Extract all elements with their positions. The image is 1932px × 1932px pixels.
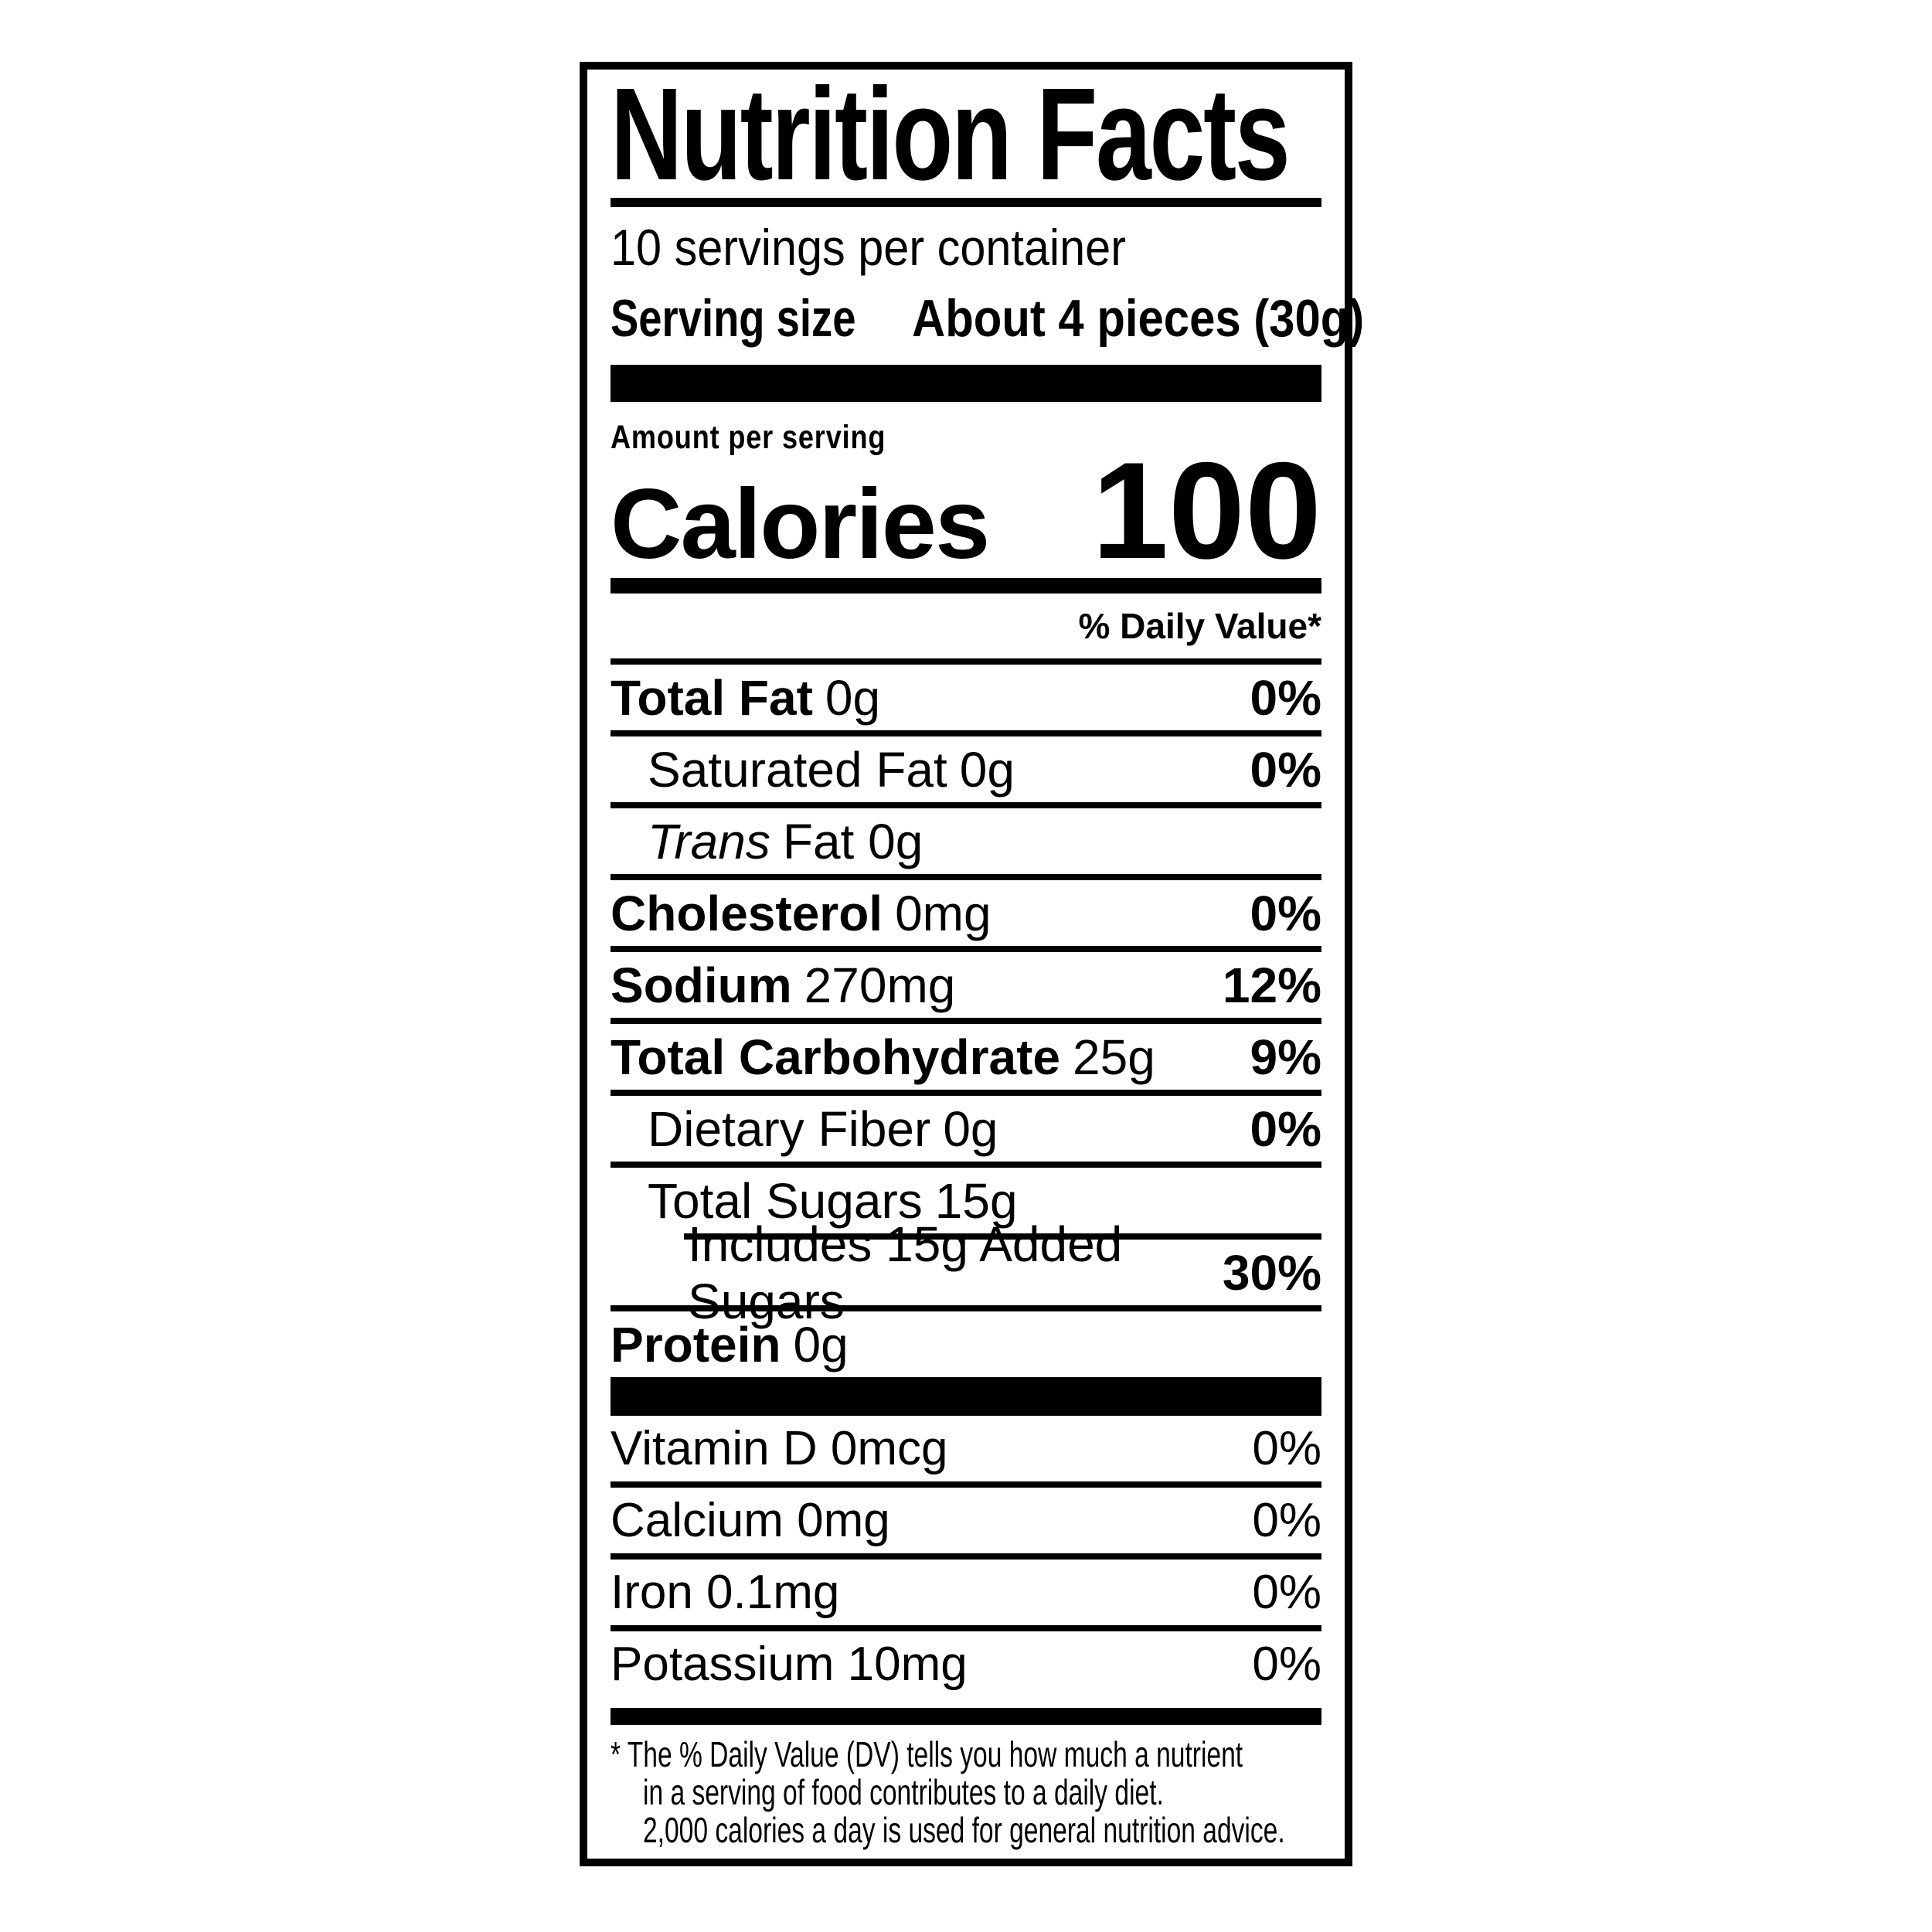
vitamin-name: Iron 0.1mg <box>611 1566 840 1619</box>
vitamin-dv: 0% <box>1252 1638 1321 1691</box>
daily-value-header: % Daily Value* <box>611 594 1321 665</box>
nutrient-name: Protein <box>611 1316 781 1372</box>
footnote-line-2-text: in a serving of food contributes to a da… <box>643 1772 1164 1812</box>
nutrient-dv: 0% <box>1250 1100 1322 1157</box>
nutrient-amount: 15g <box>934 1172 1018 1229</box>
footnote-line-3-text: 2,000 calories a day is used for general… <box>643 1810 1285 1850</box>
nutrient-row-protein: Protein 0g <box>611 1311 1321 1377</box>
nutrition-facts-label: Nutrition Facts 10 servings per containe… <box>580 61 1364 1866</box>
footnote-line-3: 2,000 calories a day is used for general… <box>611 1811 1321 1849</box>
vitamin-row-calcium: Calcium 0mg 0% <box>611 1488 1321 1560</box>
vitamin-name: Potassium 10mg <box>611 1638 968 1691</box>
nutrient-row-saturated-fat: Saturated Fat 0g 0% <box>611 736 1321 808</box>
serving-size-label: Serving size <box>611 289 856 348</box>
calories-rule <box>611 578 1321 594</box>
nutrient-name: Trans <box>648 813 770 869</box>
nutrient-dv: 12% <box>1222 957 1321 1013</box>
nutrient-amount: 0g <box>825 669 881 726</box>
footnote-line-1-text: * The % Daily Value (DV) tells you how m… <box>611 1734 1243 1774</box>
nutrient-row-added-sugars: Includes 15g Added Sugars 30% <box>611 1216 1321 1329</box>
nutrient-dv: 0% <box>1250 669 1322 726</box>
nutrient-row-sodium: Sodium 270mg 12% <box>611 952 1321 1024</box>
nutrient-row-total-fat: Total Fat 0g 0% <box>611 665 1321 736</box>
nutrient-amount: 0g <box>943 1100 998 1157</box>
nutrient-dv: 0% <box>1250 741 1322 798</box>
nutrient-row-trans-fat: Trans Fat 0g <box>611 808 1321 880</box>
separator-bar-bottom <box>611 1708 1321 1725</box>
nutrient-name: Sodium <box>611 957 792 1013</box>
nutrient-name: Total Fat <box>611 669 813 726</box>
vitamin-row-potassium: Potassium 10mg 0% <box>611 1631 1321 1697</box>
footnote-line-2: in a serving of food contributes to a da… <box>611 1774 1321 1811</box>
nutrient-name: Total Sugars <box>648 1172 923 1229</box>
title-rule <box>611 198 1321 207</box>
nutrient-name: Saturated Fat <box>648 741 947 798</box>
nutrient-row-cholesterol: Cholesterol 0mg 0% <box>611 880 1321 952</box>
footnote-line-1: * The % Daily Value (DV) tells you how m… <box>611 1736 1321 1774</box>
label-title: Nutrition Facts <box>611 61 1291 208</box>
vitamin-dv: 0% <box>1252 1422 1321 1475</box>
separator-bar-middle <box>611 1377 1321 1416</box>
nutrient-row-dietary-fiber: Dietary Fiber 0g 0% <box>611 1096 1321 1168</box>
amount-per-serving: Amount per serving <box>611 420 1321 454</box>
added-sugars-inner: Includes 15g Added Sugars 30% <box>684 1216 1321 1329</box>
separator-bar-top <box>611 365 1321 402</box>
nutrient-dv: 0% <box>1250 885 1322 941</box>
nutrient-name: Cholesterol <box>611 885 883 941</box>
nutrient-amount: 0g <box>793 1316 849 1372</box>
nutrient-amount: 0mg <box>895 885 992 941</box>
serving-size-row: Serving size About 4 pieces (30g) <box>611 280 1364 357</box>
vitamin-row-iron: Iron 0.1mg 0% <box>611 1560 1321 1631</box>
serving-size-label-box: Serving size <box>611 288 912 349</box>
nutrient-dv: 9% <box>1250 1029 1322 1085</box>
vitamin-row-vitamin-d: Vitamin D 0mcg 0% <box>611 1416 1321 1488</box>
vitamin-name: Calcium 0mg <box>611 1494 890 1547</box>
nutrient-amount: 0g <box>959 741 1015 798</box>
nutrient-row-total-carbohydrate: Total Carbohydrate 25g 9% <box>611 1024 1321 1096</box>
amount-per-serving-text: Amount per serving <box>611 419 886 456</box>
vitamin-name: Vitamin D 0mcg <box>611 1422 948 1475</box>
vitamin-dv: 0% <box>1252 1566 1321 1619</box>
nutrient-amount: 25g <box>1073 1029 1155 1085</box>
nutrient-dv: 30% <box>1222 1244 1321 1301</box>
nutrient-amount: Fat 0g <box>782 813 923 869</box>
serving-size-value: About 4 pieces (30g) <box>912 289 1365 348</box>
nutrient-name: Total Carbohydrate <box>611 1029 1060 1085</box>
serving-size-value-box: About 4 pieces (30g) <box>912 288 1426 349</box>
calories-row: Calories 100 <box>611 442 1321 580</box>
vitamin-dv: 0% <box>1252 1494 1321 1547</box>
footnote: * The % Daily Value (DV) tells you how m… <box>611 1736 1321 1849</box>
servings-per-container-text: 10 servings per container <box>611 219 1126 276</box>
servings-per-container: 10 servings per container <box>611 215 1321 280</box>
nutrient-name: Includes 15g Added Sugars <box>688 1216 1123 1329</box>
nutrient-row-total-sugars: Total Sugars 15g <box>611 1168 1321 1233</box>
calories-value: 100 <box>1092 434 1321 587</box>
nutrient-name: Dietary Fiber <box>648 1100 931 1157</box>
calories-label: Calories <box>611 469 990 580</box>
nutrient-amount: 270mg <box>804 957 956 1013</box>
